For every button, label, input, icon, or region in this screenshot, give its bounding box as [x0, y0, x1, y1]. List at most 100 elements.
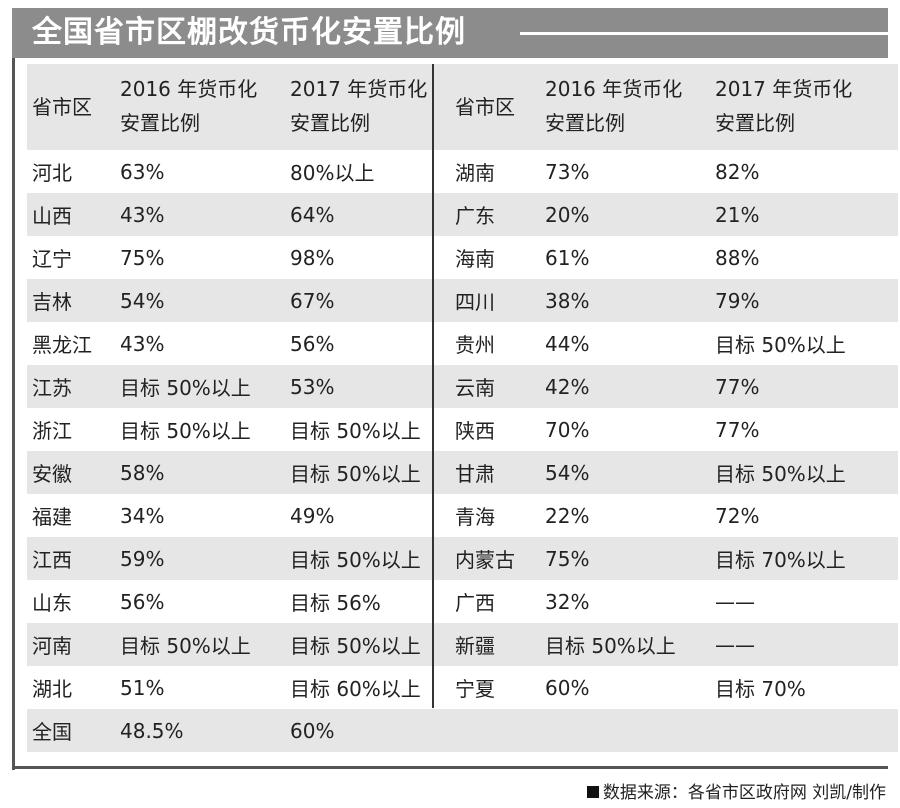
cell-value-2017-right: ——: [715, 632, 755, 657]
cell-value-2016-left: 43%: [120, 331, 165, 356]
cell-value-2017-right: 79%: [715, 288, 760, 313]
cell-value-2016-right: 38%: [545, 288, 590, 313]
bottom-border: [12, 766, 888, 769]
cell-value-2016-right: 目标 50%以上: [545, 634, 676, 658]
cell-region-right: 宁夏: [455, 677, 495, 701]
cell-value-2017-left: 目标 50%以上: [290, 462, 421, 486]
cell-value-2017-left: 目标 56%: [290, 591, 381, 615]
cell-value-2016-left: 43%: [120, 202, 165, 227]
cell-region-right: 四川: [455, 290, 495, 314]
source-text: 数据来源：各省市区政府网 刘凯/制作: [602, 783, 886, 803]
table-row: 吉林 54% 67% 四川 38% 79%: [27, 279, 898, 322]
cell-value-2016-right: 42%: [545, 374, 590, 399]
cell-value-2017-left: 目标 50%以上: [290, 634, 421, 658]
cell-value-2017-left: 56%: [290, 331, 335, 356]
cell-value-2017-left: 60%: [290, 718, 335, 743]
cell-value-2016-left: 56%: [120, 589, 165, 614]
cell-value-2016-right: 54%: [545, 460, 590, 485]
cell-value-2016-right: 44%: [545, 331, 590, 356]
cell-value-2017-left: 80%以上: [290, 161, 375, 185]
cell-value-2017-right: 21%: [715, 202, 760, 227]
cell-value-2017-right: 目标 50%以上: [715, 462, 846, 486]
cell-value-2017-left: 49%: [290, 503, 335, 528]
cell-value-2016-right: 70%: [545, 417, 590, 442]
header-2016-left: 2016 年货币化 安置比例: [120, 77, 258, 135]
cell-region-right: 广西: [455, 591, 495, 615]
cell-value-2016-left: 51%: [120, 675, 165, 700]
cell-value-2017-left: 64%: [290, 202, 335, 227]
cell-value-2016-right: [545, 709, 715, 752]
cell-value-2017-left: 目标 50%以上: [290, 548, 421, 572]
title-bar: 全国省市区棚改货币化安置比例: [12, 8, 888, 58]
header-region-right: 省市区: [455, 95, 515, 119]
cell-value-2016-left: 34%: [120, 503, 165, 528]
cell-region-right: 新疆: [455, 634, 495, 658]
cell-region-left: 吉林: [32, 290, 72, 314]
cell-region-right: [455, 709, 545, 752]
header-2017-right: 2017 年货币化 安置比例: [715, 77, 853, 135]
cell-value-2017-right: 目标 70%: [715, 677, 806, 701]
cell-region-right: 湖南: [455, 161, 495, 185]
cell-value-2017-right: 77%: [715, 417, 760, 442]
cell-region-right: 陕西: [455, 419, 495, 443]
cell-region-right: 内蒙古: [455, 548, 515, 572]
cell-value-2016-right: 75%: [545, 546, 590, 571]
table-row: 山东 56% 目标 56% 广西 32% ——: [27, 580, 898, 623]
cell-region-right: 青海: [455, 505, 495, 529]
cell-value-2017-left: 67%: [290, 288, 335, 313]
cell-region-right: 广东: [455, 204, 495, 228]
table-row: 福建 34% 49% 青海 22% 72%: [27, 494, 898, 537]
cell-value-2016-right: 61%: [545, 245, 590, 270]
cell-region-left: 辽宁: [32, 247, 72, 271]
left-border: [12, 58, 15, 770]
table-row: 浙江 目标 50%以上 目标 50%以上 陕西 70% 77%: [27, 408, 898, 451]
cell-value-2016-right: 22%: [545, 503, 590, 528]
cell-region-right: 贵州: [455, 333, 495, 357]
table-row: 湖北 51% 目标 60%以上 宁夏 60% 目标 70%: [27, 666, 898, 709]
cell-value-2016-right: 73%: [545, 159, 590, 184]
table-row: 全国 48.5% 60%: [27, 709, 898, 752]
table-row: 江苏 目标 50%以上 53% 云南 42% 77%: [27, 365, 898, 408]
cell-value-2016-left: 58%: [120, 460, 165, 485]
cell-value-2017-right: 目标 70%以上: [715, 548, 846, 572]
cell-value-2016-right: 32%: [545, 589, 590, 614]
cell-region-right: 云南: [455, 376, 495, 400]
table-header-row: 省市区 2016 年货币化 安置比例 2017 年货币化 安置比例 省市区 2016…: [27, 64, 898, 150]
cell-region-left: 山东: [32, 591, 72, 615]
table-row: 黑龙江 43% 56% 贵州 44% 目标 50%以上: [27, 322, 898, 365]
cell-value-2017-left: 目标 50%以上: [290, 419, 421, 443]
cell-region-right: 海南: [455, 247, 495, 271]
source-note: 数据来源：各省市区政府网 刘凯/制作: [586, 778, 886, 803]
cell-value-2016-left: 目标 50%以上: [120, 419, 251, 443]
cell-region-left: 湖北: [32, 677, 72, 701]
square-bullet-icon: [586, 786, 599, 798]
cell-value-2016-left: 目标 50%以上: [120, 376, 251, 400]
cell-region-left: 浙江: [32, 419, 72, 443]
header-2017-left: 2017 年货币化 安置比例: [290, 77, 428, 135]
cell-region-left: 江苏: [32, 376, 72, 400]
data-table: 省市区 2016 年货币化 安置比例 2017 年货币化 安置比例 省市区 2016…: [12, 64, 898, 770]
cell-value-2016-left: 目标 50%以上: [120, 634, 251, 658]
cell-region-right: 甘肃: [455, 462, 495, 486]
title-decoration-line: [520, 32, 888, 35]
cell-value-2016-right: 20%: [545, 202, 590, 227]
cell-value-2017-left: 目标 60%以上: [290, 677, 421, 701]
cell-region-left: 江西: [32, 548, 72, 572]
cell-value-2016-right: 60%: [545, 675, 590, 700]
column-divider: [432, 64, 434, 708]
table-row: 江西 59% 目标 50%以上 内蒙古 75% 目标 70%以上: [27, 537, 898, 580]
cell-value-2016-left: 63%: [120, 159, 165, 184]
cell-region-left: 福建: [32, 505, 72, 529]
table-row: 安徽 58% 目标 50%以上 甘肃 54% 目标 50%以上: [27, 451, 898, 494]
page-title: 全国省市区棚改货币化安置比例: [32, 15, 466, 50]
cell-value-2017-right: 目标 50%以上: [715, 333, 846, 357]
cell-value-2016-left: 75%: [120, 245, 165, 270]
header-2016-right: 2016 年货币化 安置比例: [545, 77, 683, 135]
cell-value-2017-right: 72%: [715, 503, 760, 528]
cell-value-2016-left: 48.5%: [120, 718, 184, 743]
cell-region-left: 安徽: [32, 462, 72, 486]
cell-value-2017-right: ——: [715, 589, 755, 614]
header-region-left: 省市区: [32, 95, 92, 119]
cell-value-2017-left: 53%: [290, 374, 335, 399]
cell-value-2017-right: 77%: [715, 374, 760, 399]
